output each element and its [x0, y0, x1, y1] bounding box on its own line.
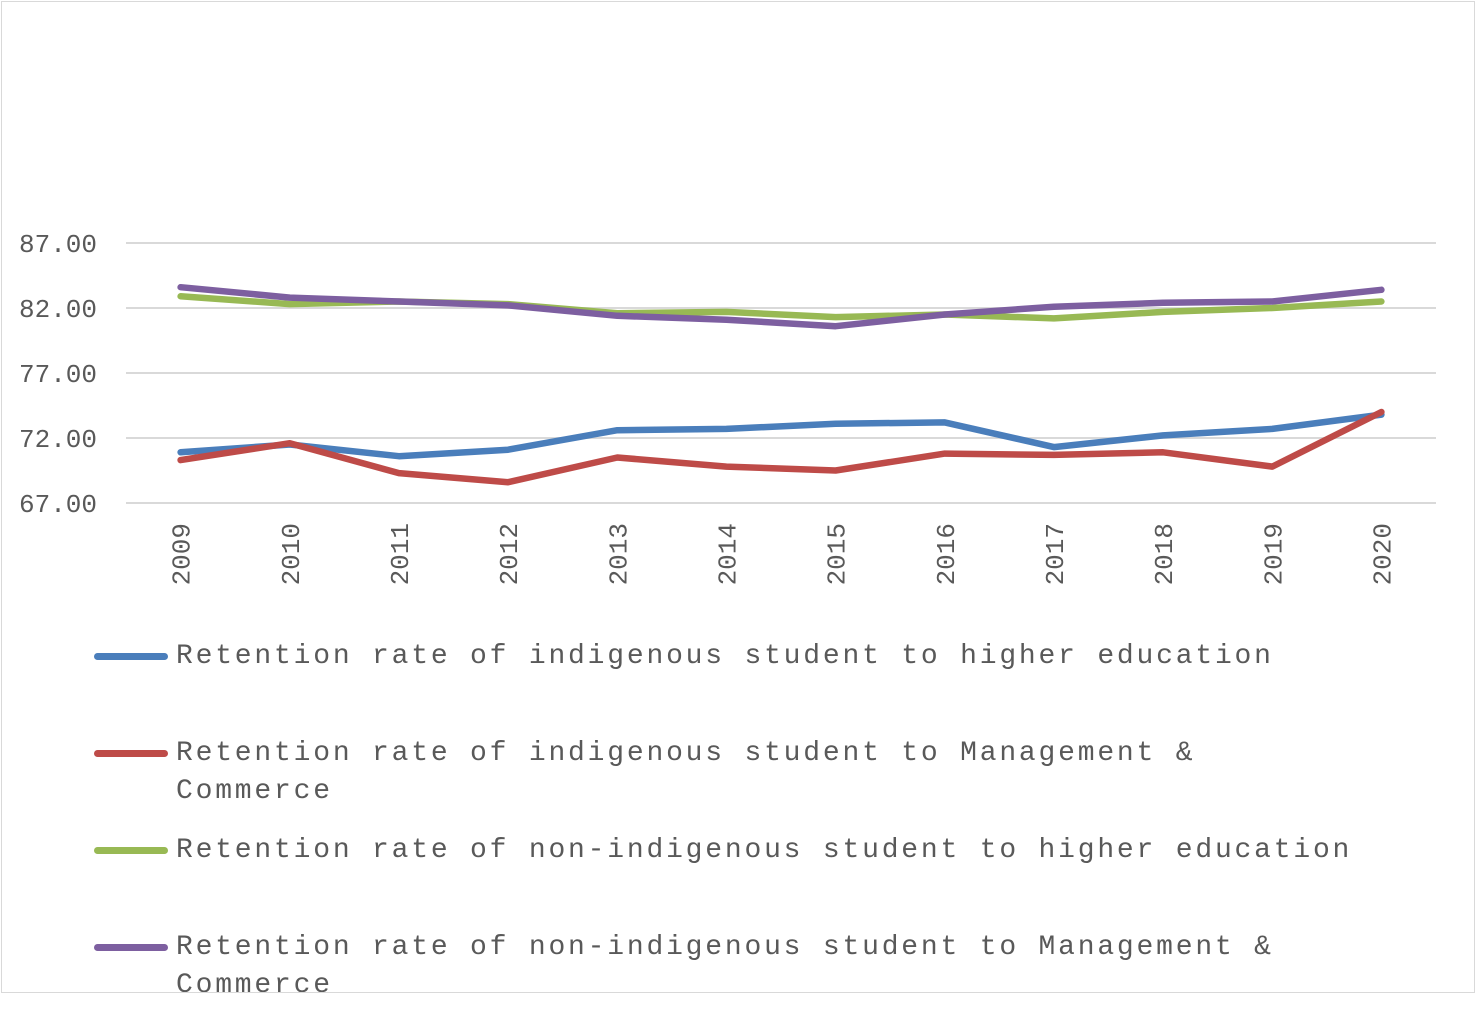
legend-label: Retention rate of indigenous student to … — [176, 738, 1196, 807]
legend-item-series-1: Retention rate of indigenous student to … — [92, 626, 1452, 723]
y-tick-label: 82.00 — [19, 295, 97, 325]
series-line-4 — [177, 283, 1385, 330]
x-tick-label: 2018 — [1150, 523, 1180, 585]
legend-label: Retention rate of indigenous student to … — [176, 641, 1274, 672]
y-tick-label: 87.00 — [19, 230, 97, 260]
x-tick-label: 2011 — [386, 523, 416, 585]
legend: Retention rate of indigenous student to … — [92, 626, 1452, 993]
legend-swatch — [94, 847, 168, 854]
legend-item-series-2: Retention rate of indigenous student to … — [92, 723, 1452, 820]
x-tick-label: 2015 — [823, 523, 853, 585]
chart-area: 67.00 72.00 77.00 82.00 87.00 2009 2010 2011 20… — [1, 1, 1475, 993]
x-tick-label: 2010 — [277, 523, 307, 585]
legend-swatch — [94, 944, 168, 951]
x-tick-label: 2020 — [1368, 523, 1398, 585]
series-lines — [177, 283, 1385, 486]
y-axis-ticks: 67.00 72.00 77.00 82.00 87.00 — [19, 230, 97, 520]
series-line-2 — [177, 408, 1385, 486]
x-tick-label: 2009 — [168, 523, 198, 585]
y-tick-label: 67.00 — [19, 490, 97, 520]
y-tick-label: 72.00 — [19, 425, 97, 455]
legend-swatch — [94, 750, 168, 757]
legend-item-series-3: Retention rate of non-indigenous student… — [92, 820, 1452, 917]
x-tick-label: 2014 — [713, 523, 743, 585]
legend-swatch — [94, 653, 168, 660]
series-line-1 — [177, 411, 1385, 460]
x-axis-ticks: 2009 2010 2011 2012 2013 2014 2015 2016 2017 2018… — [168, 523, 1399, 585]
x-tick-label: 2017 — [1041, 523, 1071, 585]
x-tick-label: 2012 — [495, 523, 525, 585]
legend-label: Retention rate of non-indigenous student… — [176, 932, 1274, 993]
legend-item-series-4: Retention rate of non-indigenous student… — [92, 917, 1452, 993]
x-tick-label: 2016 — [932, 523, 962, 585]
y-tick-label: 77.00 — [19, 360, 97, 390]
x-tick-label: 2013 — [604, 523, 634, 585]
legend-label: Retention rate of non-indigenous student… — [176, 835, 1353, 866]
x-tick-label: 2019 — [1259, 523, 1289, 585]
